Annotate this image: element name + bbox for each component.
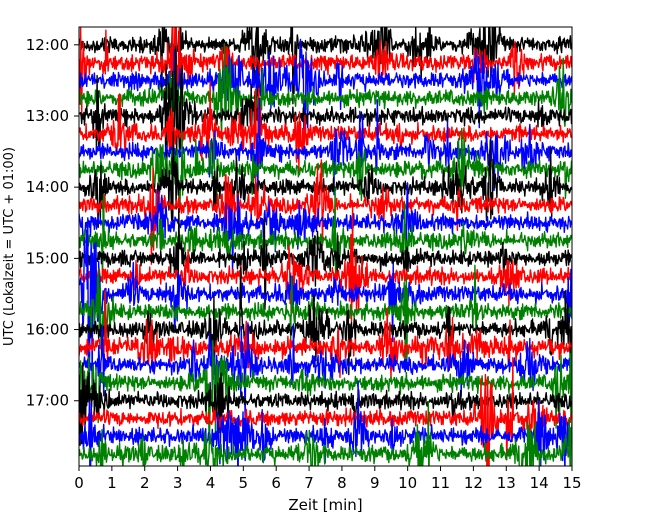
plot-frame <box>78 26 573 467</box>
seismogram-trace <box>79 289 572 397</box>
x-tick-label: 4 <box>206 474 216 492</box>
seismogram-trace <box>79 38 572 135</box>
x-tick-label: 3 <box>173 474 183 492</box>
y-axis: 12:00 13:00 14:00 15:00 16:00 17:00 <box>26 36 79 410</box>
seismogram-trace <box>79 217 572 402</box>
x-tick-label: 6 <box>271 474 281 492</box>
seismogram-trace <box>79 202 572 322</box>
seismogram-traces <box>79 27 572 466</box>
seismogram-trace <box>79 81 572 173</box>
y-tick-label: 17:00 <box>26 392 69 410</box>
x-tick-label: 9 <box>370 474 380 492</box>
x-tick-label: 8 <box>337 474 347 492</box>
seismogram-trace <box>79 267 572 390</box>
seismogram-trace <box>79 130 572 229</box>
y-tick-label: 13:00 <box>26 107 69 125</box>
x-axis: 0 1 2 3 4 5 6 7 8 9 10 11 12 13 14 15 <box>74 466 582 492</box>
x-tick-label: 7 <box>304 474 314 492</box>
x-tick-label: 12 <box>464 474 483 492</box>
y-axis-label: UTC (Lokalzeit = UTC + 01:00) <box>2 147 17 346</box>
y-tick-label: 12:00 <box>26 36 69 54</box>
seismogram-trace <box>79 27 572 117</box>
x-tick-label: 14 <box>530 474 549 492</box>
seismogram-trace <box>79 322 572 422</box>
seismogram-trace <box>79 400 572 466</box>
x-tick-label: 11 <box>431 474 450 492</box>
seismogram-trace <box>79 187 572 285</box>
x-axis-label: Zeit [min] <box>288 496 362 514</box>
x-tick-label: 0 <box>74 474 84 492</box>
seismogram-trace <box>79 264 572 372</box>
y-tick-label: 16:00 <box>26 321 69 339</box>
seismogram-trace <box>79 45 572 181</box>
x-tick-label: 5 <box>239 474 249 492</box>
y-tick-label: 15:00 <box>26 249 69 267</box>
y-tick-label: 14:00 <box>26 178 69 196</box>
x-tick-label: 2 <box>140 474 150 492</box>
x-tick-label: 15 <box>562 474 581 492</box>
seismogram-trace <box>79 339 572 440</box>
x-tick-label: 10 <box>398 474 417 492</box>
seismogram-trace <box>79 207 572 311</box>
seismogram-trace <box>79 43 572 137</box>
seismogram-trace <box>79 357 572 466</box>
x-tick-label: 13 <box>497 474 516 492</box>
x-tick-label: 1 <box>107 474 117 492</box>
